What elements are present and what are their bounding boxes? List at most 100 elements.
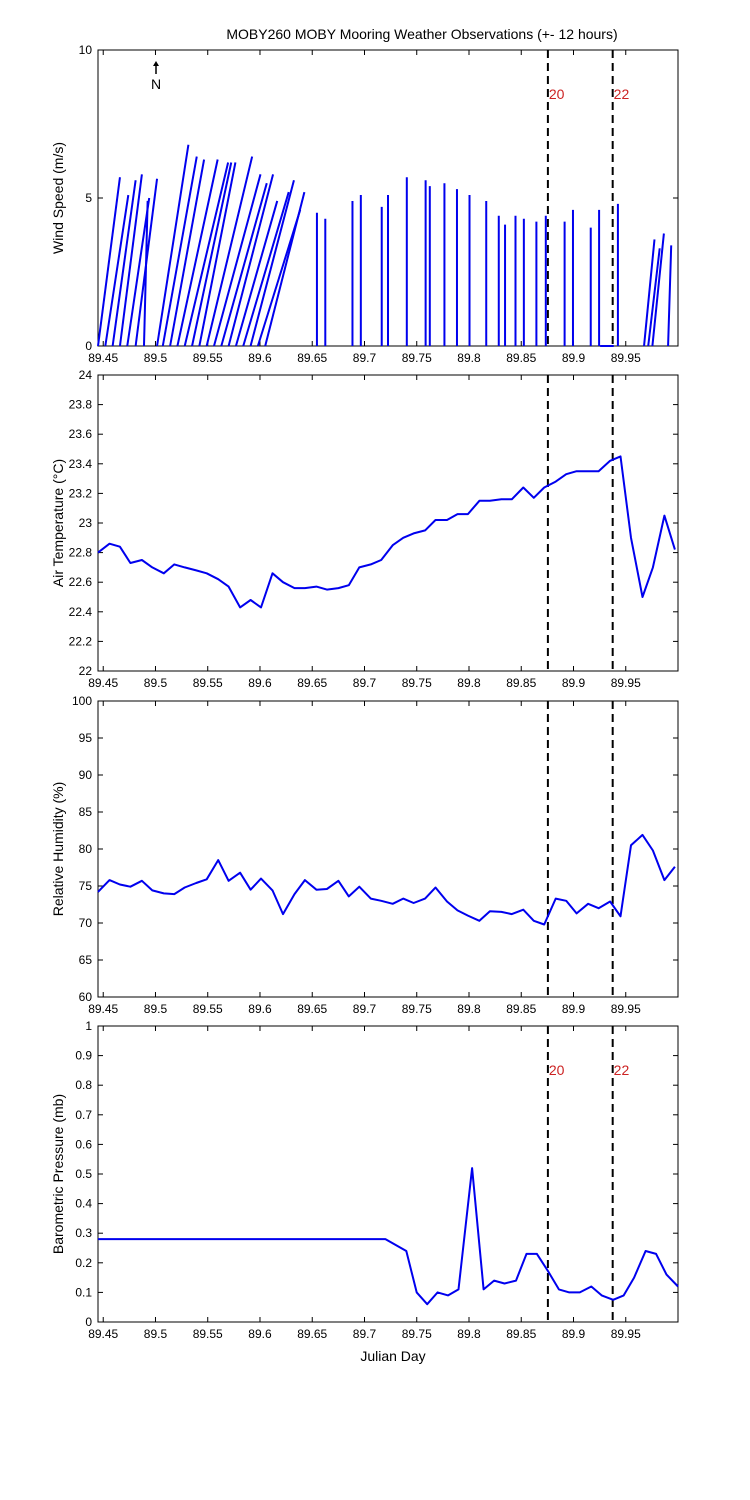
y-tick-label: 22.4 [69, 605, 93, 619]
wind-stick [97, 177, 121, 347]
x-tick-label: 89.55 [193, 676, 223, 690]
x-tick-label: 89.45 [88, 1327, 118, 1341]
x-tick-label: 89.65 [297, 351, 327, 365]
event-label: 20 [549, 86, 565, 102]
y-tick-label: 1 [85, 1019, 92, 1033]
figure-title: MOBY260 MOBY Mooring Weather Observation… [226, 26, 617, 42]
y-tick-label: 0.6 [75, 1137, 92, 1151]
panel-wind: 89.45 89.5 89.55 89.6 89.65 89.7 89.75 89.8 89.8… [50, 43, 679, 365]
x-tick-label: 89.65 [297, 1327, 327, 1341]
x-tick-label: 89.8 [457, 676, 481, 690]
y-tick-label: 5 [85, 191, 92, 205]
x-tick-label: 89.75 [402, 676, 432, 690]
x-tick-label: 89.65 [297, 676, 327, 690]
event-label: 20 [549, 1062, 565, 1078]
wind-stick [118, 174, 143, 347]
y-tick-label: 0.1 [75, 1285, 92, 1299]
y-tick-label: 23.6 [69, 427, 93, 441]
wind-stick [111, 180, 137, 347]
wind-stick [126, 197, 151, 347]
x-tick-label: 89.7 [353, 351, 377, 365]
wind-stick [667, 245, 673, 347]
panel-humidity: 89.45 89.5 89.55 89.6 89.65 89.7 89.75 89.8 89.8… [50, 694, 679, 1016]
y-tick-label: 22 [79, 664, 93, 678]
panels: 89.45 89.5 89.55 89.6 89.65 89.7 89.75 89.8 89.8… [50, 43, 679, 1341]
y-tick-label: 23.2 [69, 486, 93, 500]
y-tick-label: 70 [79, 916, 93, 930]
y-tick-label: 23.4 [69, 457, 93, 471]
y-axis-label: Wind Speed (m/s) [50, 142, 66, 254]
x-tick-label: 89.7 [353, 1002, 377, 1016]
x-tick-label: 89.65 [297, 1002, 327, 1016]
y-tick-label: 95 [79, 731, 93, 745]
x-tick-label: 89.5 [144, 676, 168, 690]
y-tick-label: 0.8 [75, 1078, 92, 1092]
y-tick-label: 85 [79, 805, 93, 819]
axes-box [97, 374, 679, 672]
x-tick-label: 89.9 [562, 1002, 586, 1016]
wind-stick [242, 191, 290, 347]
x-tick-label: 89.9 [562, 1327, 586, 1341]
y-tick-label: 0.5 [75, 1167, 92, 1181]
north-label: N [151, 76, 161, 92]
y-tick-label: 100 [72, 694, 92, 708]
y-tick-label: 23 [79, 516, 93, 530]
y-tick-label: 0.4 [75, 1197, 92, 1211]
y-tick-label: 23.8 [69, 398, 93, 412]
wind-stick [643, 239, 656, 347]
y-tick-label: 10 [79, 43, 93, 57]
y-tick-label: 22.6 [69, 575, 93, 589]
wind-stick [161, 156, 198, 347]
wind-stick [198, 162, 237, 347]
x-tick-label: 89.5 [144, 1327, 168, 1341]
wind-stick [220, 182, 268, 347]
y-tick-label: 0.3 [75, 1226, 92, 1240]
x-tick-label: 89.45 [88, 351, 118, 365]
x-tick-label: 89.45 [88, 1002, 118, 1016]
wind-stick [205, 156, 254, 347]
event-label: 22 [614, 86, 630, 102]
x-tick-label: 89.7 [353, 676, 377, 690]
y-tick-label: 60 [79, 990, 93, 1004]
x-tick-label: 89.55 [193, 351, 223, 365]
wind-stick [142, 200, 149, 347]
wind-stick [647, 248, 661, 347]
x-tick-label: 89.85 [506, 1002, 536, 1016]
y-tick-label: 80 [79, 842, 93, 856]
x-tick-label: 89.6 [248, 351, 272, 365]
y-tick-label: 24 [79, 368, 93, 382]
y-tick-label: 0 [85, 1315, 92, 1329]
y-tick-label: 0.7 [75, 1108, 92, 1122]
y-tick-label: 90 [79, 768, 93, 782]
y-tick-label: 0.9 [75, 1049, 92, 1063]
y-tick-label: 65 [79, 953, 93, 967]
wind-stick [104, 194, 130, 347]
panel-temperature: 89.45 89.5 89.55 89.6 89.65 89.7 89.75 89.8 89.8… [50, 368, 679, 690]
x-tick-label: 89.95 [611, 1002, 641, 1016]
wind-stick [651, 233, 665, 347]
x-axis-label: Julian Day [360, 1348, 425, 1364]
wind-stick [176, 159, 219, 347]
wind-stick [264, 191, 306, 347]
panel-pressure: 89.45 89.5 89.55 89.6 89.65 89.7 89.75 89.8 89.8… [50, 1019, 679, 1341]
y-tick-label: 22.2 [69, 634, 93, 648]
x-tick-label: 89.75 [402, 1002, 432, 1016]
x-tick-label: 89.9 [562, 676, 586, 690]
x-tick-label: 89.6 [248, 1327, 272, 1341]
x-tick-label: 89.55 [193, 1327, 223, 1341]
y-axis-label: Relative Humidity (%) [50, 782, 66, 917]
wind-stick [249, 179, 295, 347]
series-line-humidity [97, 833, 676, 926]
y-tick-label: 0 [85, 339, 92, 353]
x-tick-label: 89.9 [562, 351, 586, 365]
x-tick-label: 89.85 [506, 1327, 536, 1341]
wind-stick [213, 174, 262, 347]
series-line-pressure [98, 1167, 679, 1306]
y-tick-label: 22.8 [69, 546, 93, 560]
x-tick-label: 89.95 [611, 676, 641, 690]
x-tick-label: 89.85 [506, 351, 536, 365]
x-tick-label: 89.5 [144, 351, 168, 365]
y-axis-label: Barometric Pressure (mb) [50, 1094, 66, 1254]
x-tick-label: 89.6 [248, 676, 272, 690]
